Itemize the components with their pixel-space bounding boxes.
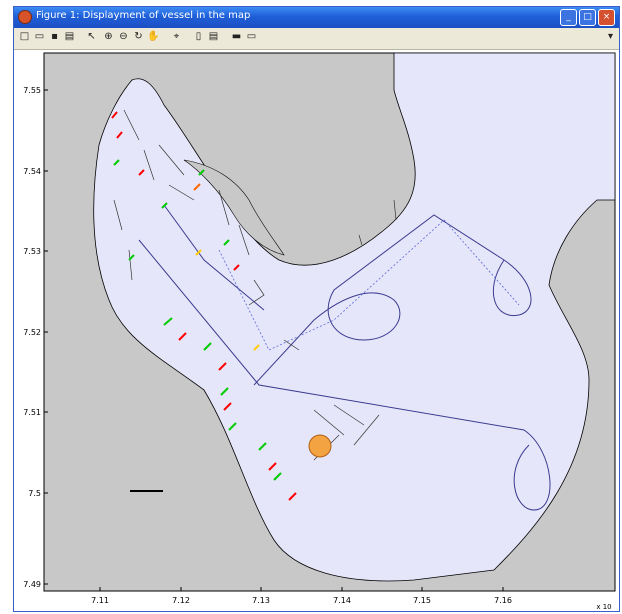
- marker-red: [138, 169, 145, 176]
- marker-red: [288, 492, 297, 501]
- rotate-icon[interactable]: ↻: [134, 31, 143, 42]
- marker-green: [228, 422, 237, 431]
- print-icon[interactable]: ▤: [64, 31, 75, 42]
- vessel-route: [138, 204, 551, 511]
- marker-green: [198, 169, 205, 176]
- data-cursor-icon[interactable]: ⌖: [173, 31, 180, 42]
- marker-red: [178, 332, 187, 341]
- y-tick-label: 7.53: [23, 247, 41, 256]
- marker-green: [161, 202, 168, 209]
- marker-red: [223, 402, 232, 411]
- figure-toolbar: □ ▭ ▪ ▤ ↖ ⊕ ⊖ ↻ ✋ ⌖ ▯ ▤ ▬ ▭ ▾: [14, 28, 619, 50]
- marker-red: [233, 264, 240, 271]
- marker-yellow: [195, 249, 202, 256]
- pan-icon[interactable]: ✋: [147, 31, 160, 42]
- y-tick-label: 7.51: [23, 408, 41, 417]
- x-tick-label: 7.12: [172, 596, 190, 605]
- marker-orange: [193, 183, 201, 191]
- x-tick-label: 7.15: [413, 596, 431, 605]
- marker-red: [111, 111, 118, 119]
- save-icon[interactable]: ▪: [51, 31, 58, 42]
- vessel-icon: [308, 434, 332, 458]
- marker-green: [220, 387, 229, 396]
- title-bar[interactable]: Figure 1: Displayment of vessel in the m…: [14, 7, 619, 28]
- matlab-app-icon: [18, 10, 32, 24]
- legend-icon[interactable]: ▤: [208, 31, 219, 42]
- x-tick-label: 7.13: [252, 596, 270, 605]
- maximize-button[interactable]: □: [579, 9, 596, 26]
- y-tick-label: 7.55: [23, 86, 41, 95]
- minimize-button[interactable]: _: [560, 9, 577, 26]
- zoom-in-icon[interactable]: ⊕: [104, 31, 113, 42]
- marker-green: [258, 442, 267, 451]
- figure-canvas[interactable]: 7.55 7.54 7.53 7.52 7.51 7.5 7.49 7.11 7…: [14, 50, 619, 611]
- vessel-markers: [111, 111, 297, 501]
- window-title: Figure 1: Displayment of vessel in the m…: [36, 10, 251, 21]
- marker-green: [163, 317, 173, 326]
- planned-route: [218, 219, 520, 351]
- y-tick-label: 7.54: [23, 167, 41, 176]
- marker-green: [128, 254, 135, 261]
- marker-red: [268, 462, 277, 471]
- figure-window: Figure 1: Displayment of vessel in the m…: [13, 6, 620, 612]
- map-plot: 7.55 7.54 7.53 7.52 7.51 7.5 7.49 7.11 7…: [23, 52, 616, 611]
- open-file-icon[interactable]: ▭: [34, 31, 45, 42]
- show-tools-icon[interactable]: ▭: [246, 31, 257, 42]
- close-button[interactable]: ×: [598, 9, 615, 26]
- marker-green: [203, 342, 212, 351]
- marker-green: [273, 472, 282, 481]
- colorbar-icon[interactable]: ▯: [195, 31, 202, 42]
- x-tick-label: 7.11: [91, 596, 109, 605]
- hide-tools-icon[interactable]: ▬: [231, 31, 242, 42]
- y-tick-label: 7.5: [28, 489, 41, 498]
- marker-yellow: [253, 344, 260, 351]
- marker-red: [218, 362, 227, 371]
- marker-green: [113, 159, 120, 166]
- x-axis-exponent: x 10: [596, 603, 611, 611]
- pointer-icon[interactable]: ↖: [87, 31, 96, 42]
- marker-red: [116, 131, 123, 139]
- new-figure-icon[interactable]: □: [19, 31, 30, 42]
- x-tick-label: 7.14: [333, 596, 351, 605]
- zoom-out-icon[interactable]: ⊖: [119, 31, 128, 42]
- y-tick-label: 7.49: [23, 580, 41, 589]
- marker-green: [223, 239, 230, 246]
- x-tick-label: 7.16: [494, 596, 512, 605]
- toolbar-dock-arrow[interactable]: ▾: [607, 31, 614, 42]
- island: [183, 159, 285, 256]
- y-tick-label: 7.52: [23, 328, 41, 337]
- water-area: [93, 52, 616, 582]
